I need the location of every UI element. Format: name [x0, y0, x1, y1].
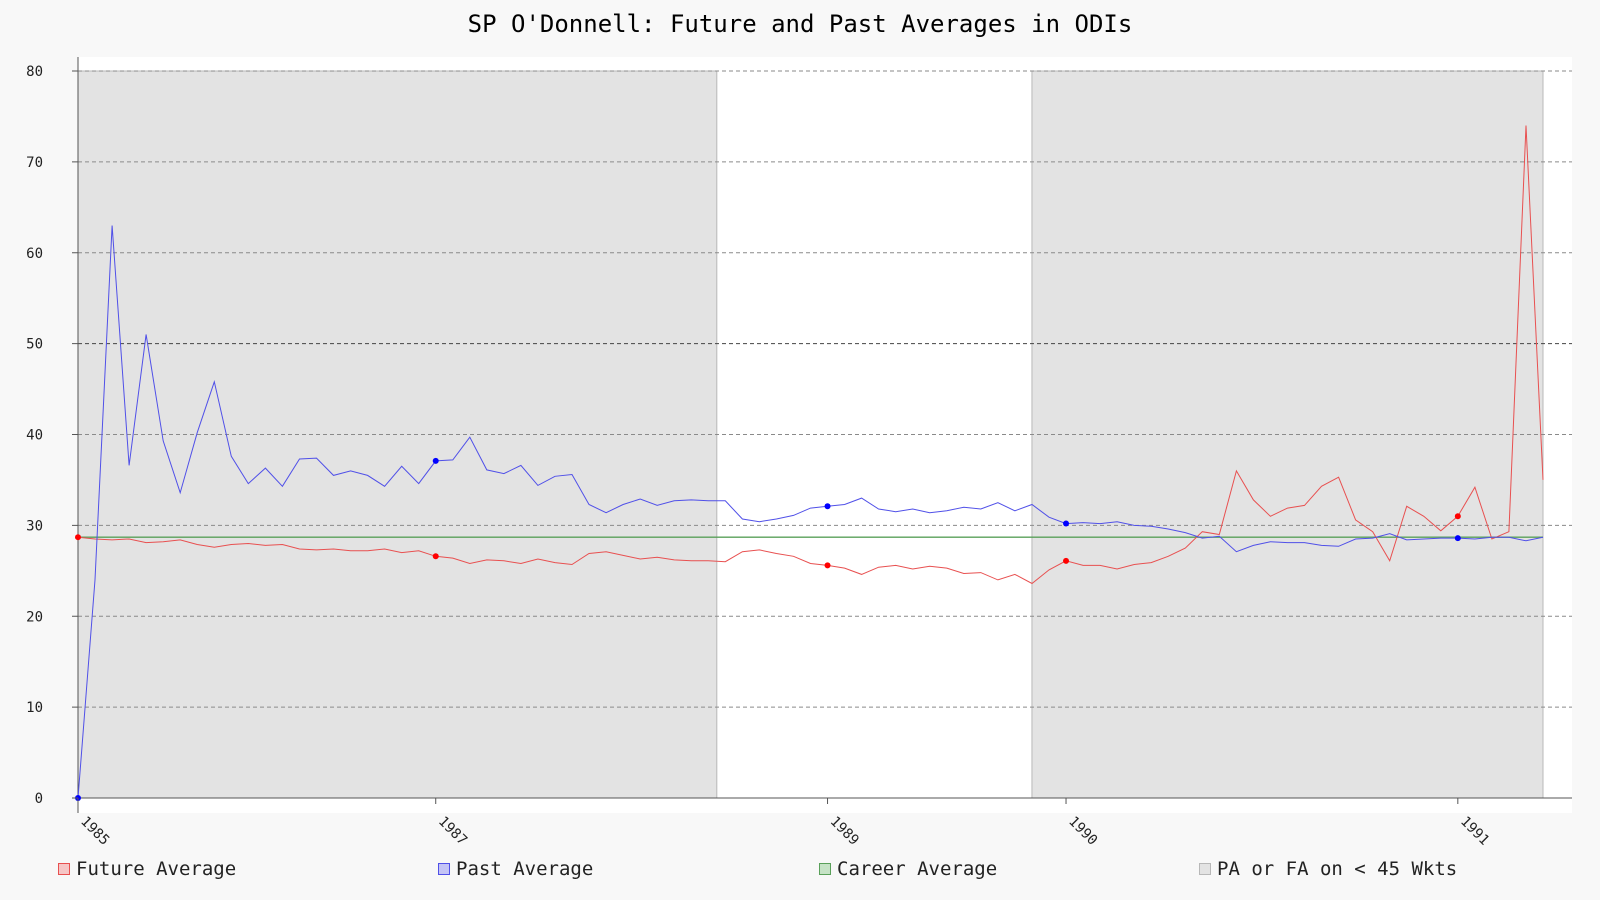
- y-tick-label-50: 50: [26, 337, 43, 353]
- future-average-point-58: [1063, 557, 1070, 564]
- legend-label-future: Future Average: [76, 858, 237, 880]
- legend-label-career: Career Average: [837, 858, 998, 880]
- legend: Future Average Past Average Career Avera…: [0, 858, 1600, 884]
- y-tick-label-80: 80: [26, 64, 43, 80]
- legend-swatch-future: [58, 863, 70, 875]
- future-average-point-0: [75, 534, 81, 541]
- x-tick-label-1987: 1987: [435, 814, 470, 849]
- past-average-point-44: [824, 503, 831, 510]
- y-tick-label-60: 60: [26, 246, 43, 262]
- series-markers: [75, 457, 1461, 801]
- past-average-point-21: [432, 457, 439, 464]
- legend-item-future[interactable]: Future Average: [58, 858, 236, 880]
- future-average-point-81: [1454, 513, 1461, 520]
- legend-swatch-past: [438, 863, 450, 875]
- y-tick-label-10: 10: [26, 700, 43, 716]
- legend-swatch-career: [819, 863, 831, 875]
- series-lines: [77, 125, 1544, 799]
- past-average-line: [77, 225, 1544, 799]
- x-tick-label-1991: 1991: [1457, 814, 1492, 849]
- legend-item-shade[interactable]: PA or FA on < 45 Wkts: [1199, 858, 1457, 880]
- past-average-point-81: [1454, 535, 1461, 542]
- future-average-point-44: [824, 562, 831, 569]
- y-tick-label-20: 20: [26, 609, 43, 625]
- legend-swatch-shade: [1199, 863, 1211, 875]
- past-average-point-58: [1063, 520, 1070, 527]
- chart-title: SP O'Donnell: Future and Past Averages i…: [467, 10, 1133, 38]
- x-tick-label-1989: 1989: [827, 814, 862, 849]
- gridlines: [78, 70, 1572, 708]
- y-tick-label-30: 30: [26, 518, 43, 534]
- legend-label-past: Past Average: [456, 858, 594, 880]
- future-average-point-21: [432, 553, 439, 560]
- x-tick-label-1985: 1985: [77, 814, 112, 849]
- legend-item-career[interactable]: Career Average: [819, 858, 997, 880]
- legend-label-shade: PA or FA on < 45 Wkts: [1217, 858, 1458, 880]
- y-tick-label-40: 40: [26, 428, 43, 444]
- legend-item-past[interactable]: Past Average: [438, 858, 593, 880]
- y-tick-labels: 0 10 20 30 40 50 60 70 80: [26, 64, 78, 807]
- future-average-line: [77, 125, 1544, 585]
- y-tick-label-70: 70: [26, 155, 43, 171]
- x-tick-label-1990: 1990: [1065, 814, 1100, 849]
- y-tick-label-0: 0: [35, 791, 43, 807]
